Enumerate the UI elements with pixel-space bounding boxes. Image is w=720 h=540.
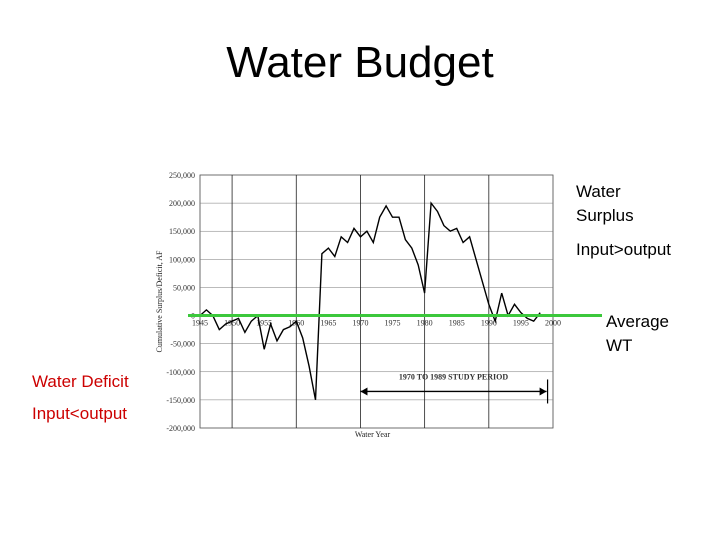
y-tick-label: -200,000 [166, 424, 195, 433]
y-tick-label: -150,000 [166, 396, 195, 405]
x-tick-label: 1970 [352, 319, 368, 328]
study-period-label: 1970 TO 1989 STUDY PERIOD [399, 372, 508, 381]
y-tick-label: 50,000 [173, 283, 195, 292]
x-axis-title: Water Year [355, 430, 391, 439]
study-arrowhead-right [539, 387, 547, 396]
x-tick-label: 1980 [417, 319, 433, 328]
x-tick-label: 1990 [481, 319, 497, 328]
x-tick-label: 1975 [385, 319, 401, 328]
y-tick-label: 100,000 [169, 255, 195, 264]
surplus-label-line1: Water [576, 182, 621, 201]
y-tick-label: -50,000 [170, 340, 195, 349]
average-label-line1: Average [606, 312, 670, 331]
y-tick-label: -100,000 [166, 368, 195, 377]
average-label-line2: WT [606, 336, 633, 355]
y-tick-label: 250,000 [169, 171, 195, 180]
x-tick-label: 1965 [320, 319, 336, 328]
x-tick-label: 1950 [224, 319, 240, 328]
study-arrowhead-left [360, 387, 368, 396]
x-tick-label: 2000 [545, 319, 561, 328]
deficit-label-line1: Water Deficit [32, 372, 129, 391]
x-tick-label: 1955 [256, 319, 272, 328]
slide-title: Water Budget [226, 38, 494, 87]
x-tick-label: 1995 [513, 319, 529, 328]
surplus-label-line3: Input>output [576, 240, 672, 259]
x-tick-label: 1985 [449, 319, 465, 328]
x-tick-label: 1945 [192, 319, 208, 328]
deficit-label-line2: Input<output [32, 404, 128, 423]
surplus-label-line2: Surplus [576, 206, 634, 225]
y-axis-title: Cumulative Surplus/Deficit, AF [155, 250, 164, 353]
y-tick-label: 200,000 [169, 199, 195, 208]
y-tick-label: 150,000 [169, 227, 195, 236]
